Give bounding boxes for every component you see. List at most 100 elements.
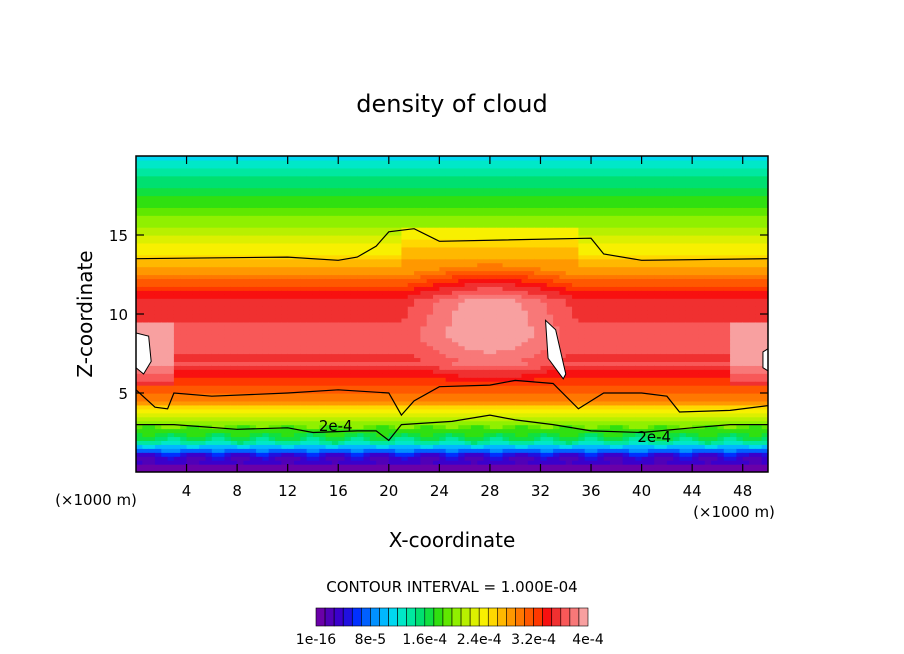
heatmap-cell xyxy=(445,369,453,374)
heatmap-cell xyxy=(464,337,472,343)
heatmap-cell xyxy=(426,361,434,366)
heatmap-cell xyxy=(249,317,257,323)
heatmap-cell xyxy=(521,444,529,449)
heatmap-cell xyxy=(319,227,327,232)
heatmap-cell xyxy=(237,432,245,438)
heatmap-cell xyxy=(452,306,459,311)
heatmap-cell xyxy=(521,357,529,362)
heatmap-cell xyxy=(319,400,327,406)
heatmap-cell xyxy=(148,314,156,319)
heatmap-cell xyxy=(230,436,238,441)
heatmap-cell xyxy=(306,171,314,177)
heatmap-cell xyxy=(331,317,339,323)
heatmap-cell xyxy=(306,246,314,252)
heatmap-cell xyxy=(224,456,232,461)
heatmap-cell xyxy=(470,183,478,189)
heatmap-cell xyxy=(136,254,143,260)
heatmap-cell xyxy=(199,270,207,276)
heatmap-cell xyxy=(496,428,504,434)
heatmap-cell xyxy=(331,187,339,193)
heatmap-cell xyxy=(521,254,529,260)
heatmap-cell xyxy=(508,464,516,469)
heatmap-cell xyxy=(527,353,535,359)
heatmap-cell xyxy=(205,329,213,335)
heatmap-cell xyxy=(306,274,314,280)
heatmap-cell xyxy=(243,278,251,283)
heatmap-cell xyxy=(161,270,169,276)
heatmap-cell xyxy=(344,242,352,248)
heatmap-cell xyxy=(363,317,371,323)
heatmap-cell xyxy=(521,183,529,189)
heatmap-cell xyxy=(363,163,371,169)
heatmap-cell xyxy=(224,400,232,406)
heatmap-cell xyxy=(281,448,289,453)
heatmap-cell xyxy=(414,314,421,319)
heatmap-cell xyxy=(395,337,403,343)
heatmap-cell xyxy=(294,420,301,426)
heatmap-cell xyxy=(167,223,175,228)
heatmap-cell xyxy=(452,195,459,201)
heatmap-cell xyxy=(167,250,175,256)
heatmap-cell xyxy=(470,436,478,441)
heatmap-cell xyxy=(420,377,428,382)
heatmap-cell xyxy=(167,156,175,161)
heatmap-cell xyxy=(426,238,434,244)
heatmap-cell xyxy=(458,460,466,465)
heatmap-cell xyxy=(294,400,301,406)
heatmap-cell xyxy=(458,235,466,240)
heatmap-cell xyxy=(401,231,409,236)
heatmap-cell xyxy=(344,262,352,268)
heatmap-cell xyxy=(433,428,440,434)
heatmap-cell xyxy=(452,254,459,260)
heatmap-cell xyxy=(414,400,421,406)
heatmap-cell xyxy=(376,159,384,165)
heatmap-cell xyxy=(515,207,523,212)
heatmap-cell xyxy=(483,191,491,197)
heatmap-cell xyxy=(452,294,459,299)
heatmap-cell xyxy=(306,428,314,434)
heatmap-cell xyxy=(407,444,415,449)
heatmap-cell xyxy=(154,337,162,343)
heatmap-cell xyxy=(148,396,156,402)
heatmap-cell xyxy=(192,416,200,422)
heatmap-cell xyxy=(433,219,440,224)
heatmap-cell xyxy=(433,227,440,232)
heatmap-cell xyxy=(306,325,314,331)
heatmap-cell xyxy=(199,444,207,449)
heatmap-cell xyxy=(199,365,207,370)
heatmap-cell xyxy=(363,179,371,185)
heatmap-cell xyxy=(496,270,504,276)
heatmap-cell xyxy=(218,270,226,276)
heatmap-cell xyxy=(496,329,504,335)
heatmap-cell xyxy=(262,393,270,398)
heatmap-cell xyxy=(395,369,403,374)
heatmap-cell xyxy=(363,187,371,193)
heatmap-cell xyxy=(344,460,352,465)
heatmap-cell xyxy=(445,179,453,185)
heatmap-cell xyxy=(294,448,301,453)
heatmap-cell xyxy=(306,294,314,299)
heatmap-cell xyxy=(173,156,181,161)
heatmap-cell xyxy=(357,393,365,398)
heatmap-cell xyxy=(458,468,466,472)
heatmap-cell xyxy=(331,456,339,461)
heatmap-cell xyxy=(275,381,282,386)
heatmap-cell xyxy=(508,183,516,189)
heatmap-cell xyxy=(407,235,415,240)
heatmap-cell xyxy=(275,373,282,378)
heatmap-cell xyxy=(426,333,434,339)
heatmap-cell xyxy=(148,452,156,457)
heatmap-cell xyxy=(249,286,257,291)
heatmap-cell xyxy=(256,329,263,335)
heatmap-cell xyxy=(161,179,169,185)
heatmap-cell xyxy=(199,349,207,355)
heatmap-cell xyxy=(388,393,396,398)
heatmap-cell xyxy=(369,393,377,398)
heatmap-cell xyxy=(211,357,219,362)
heatmap-cell xyxy=(483,345,491,351)
heatmap-cell xyxy=(445,215,453,220)
heatmap-cell xyxy=(148,341,156,347)
heatmap-cell xyxy=(275,310,282,315)
heatmap-cell xyxy=(287,400,295,406)
heatmap-cell xyxy=(211,432,219,438)
